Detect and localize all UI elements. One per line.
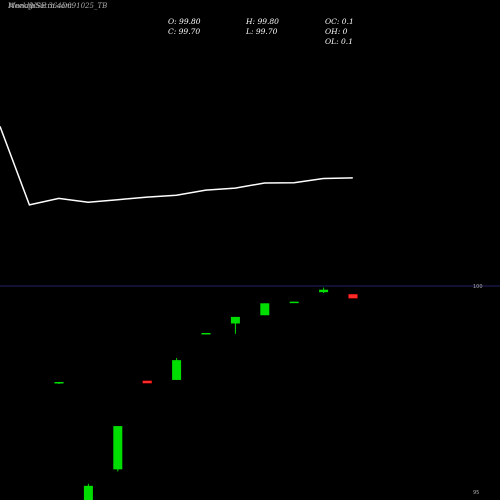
brand-text-a: MunafaSutra.com — [8, 2, 72, 10]
ohlc-high: H: 99.80 — [246, 17, 279, 26]
brand-text-b: Weekly — [8, 2, 34, 10]
candle-body-up — [201, 332, 211, 335]
candle — [319, 287, 329, 294]
candle — [230, 316, 240, 334]
symbol-text: NSE 364D091025_TB — [30, 2, 108, 10]
ohlc-close: C: 99.70 — [168, 27, 201, 36]
candle-body-down — [142, 380, 152, 384]
ohlc-oh: OH: 0 — [325, 27, 348, 36]
candle — [289, 301, 299, 304]
y-tick-top: 100 — [473, 284, 483, 290]
ohlc-low: L: 99.70 — [246, 27, 278, 36]
y-tick-bottom: 95 — [473, 490, 479, 496]
line-series-path — [0, 126, 353, 206]
candle-body-up — [230, 316, 240, 324]
candle — [83, 483, 93, 500]
candle-body-up — [54, 381, 64, 384]
candle — [142, 380, 152, 384]
line-series — [0, 126, 353, 206]
ohlc-ol: OL: 0.1 — [325, 37, 353, 46]
candle — [201, 332, 211, 335]
candle-body-up — [289, 301, 299, 304]
candle-body-up — [113, 426, 123, 470]
candle-body-up — [83, 485, 93, 500]
ohlc-open: O: 99.80 — [168, 17, 201, 26]
candle — [260, 303, 270, 316]
candle — [172, 358, 182, 380]
candle-body-up — [172, 360, 182, 380]
candle-body-up — [260, 303, 270, 316]
candle — [348, 293, 358, 299]
candle-body-up — [319, 289, 329, 293]
candles — [54, 287, 358, 500]
candle — [113, 426, 123, 472]
candle-body-down — [348, 293, 358, 299]
candle — [54, 381, 64, 385]
ohlc-oc: OC: 0.1 — [325, 17, 354, 26]
